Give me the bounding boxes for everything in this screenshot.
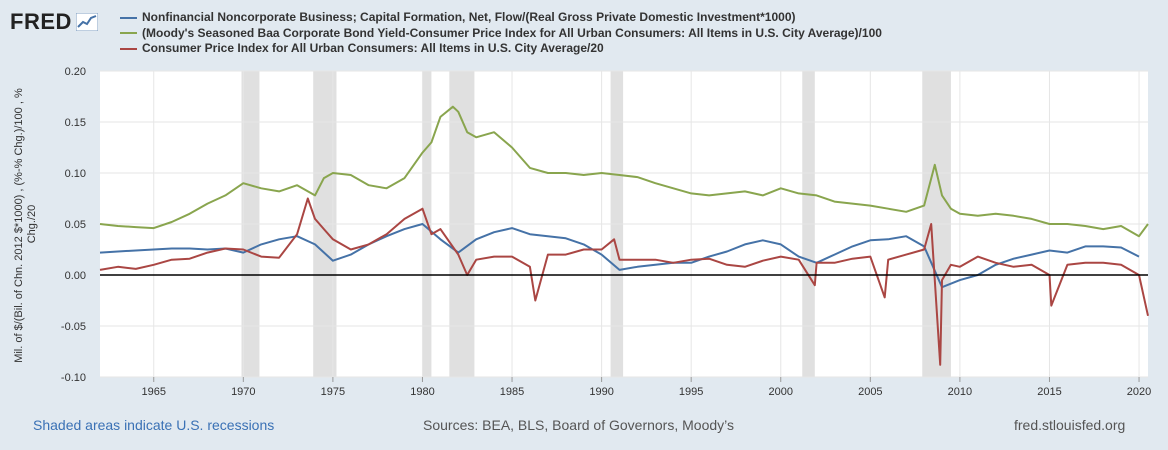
logo-text: FRED (10, 9, 72, 34)
x-tick-label: 1995 (679, 386, 703, 398)
sources-note: Sources: BEA, BLS, Board of Governors, M… (423, 417, 735, 433)
x-tick-label: 1970 (231, 386, 255, 398)
recession-note: Shaded areas indicate U.S. recessions (33, 417, 275, 433)
trend-chart-icon (75, 13, 98, 31)
gridlines (100, 70, 1148, 378)
x-tick-label: 2010 (948, 386, 972, 398)
y-tick-label: 0.10 (65, 168, 86, 180)
legend-swatch (120, 32, 137, 35)
chart-legend: Nonfinancial Noncorporate Business; Capi… (120, 10, 882, 57)
series-line-1 (99, 223, 1140, 289)
legend-label: Nonfinancial Noncorporate Business; Capi… (142, 10, 796, 24)
x-tick-label: 2005 (858, 386, 882, 398)
x-axis-ticks: 1965 1970 1975 1980 1985 1990 1995 2000 2005 2010… (142, 377, 1151, 398)
y-tick-label: -0.05 (61, 321, 86, 333)
y-tick-label: 0.05 (65, 219, 86, 231)
y-tick-label: 0.15 (65, 117, 86, 129)
x-tick-label: 1985 (500, 386, 524, 398)
x-tick-label: 1980 (410, 386, 434, 398)
x-tick-label: 1990 (589, 386, 613, 398)
legend-label: (Moody's Seasoned Baa Corporate Bond Yie… (142, 25, 882, 40)
legend-item[interactable]: Nonfinancial Noncorporate Business; Capi… (120, 10, 882, 26)
legend-label: Consumer Price Index for All Urban Consu… (142, 41, 604, 55)
series-lines (99, 105, 1149, 366)
x-tick-label: 2000 (769, 386, 793, 398)
legend-swatch (120, 16, 137, 19)
x-tick-label: 1975 (321, 386, 345, 398)
y-axis-label: Mil. of $/(Bil. of Chn. 2012 $*1000) , (… (13, 85, 38, 363)
x-tick-label: 2015 (1037, 386, 1061, 398)
legend-item[interactable]: (Moody's Seasoned Baa Corporate Bond Yie… (120, 26, 882, 42)
x-tick-label: 1965 (142, 386, 166, 398)
y-tick-label: 0.00 (65, 270, 86, 282)
fred-logo[interactable]: FRED (10, 9, 98, 34)
legend-swatch (120, 47, 137, 50)
fred-url-link[interactable]: fred.stlouisfed.org (1014, 417, 1126, 433)
series-line-2 (99, 105, 1149, 238)
y-tick-label: -0.10 (61, 372, 86, 384)
y-axis-ticks: 0.20 0.15 0.10 0.05 0.00 -0.05 -0.10 (61, 66, 86, 384)
series-line-3 (99, 197, 1149, 366)
legend-item[interactable]: Consumer Price Index for All Urban Consu… (120, 41, 882, 57)
x-tick-label: 2020 (1127, 386, 1151, 398)
y-tick-label: 0.20 (65, 66, 86, 78)
